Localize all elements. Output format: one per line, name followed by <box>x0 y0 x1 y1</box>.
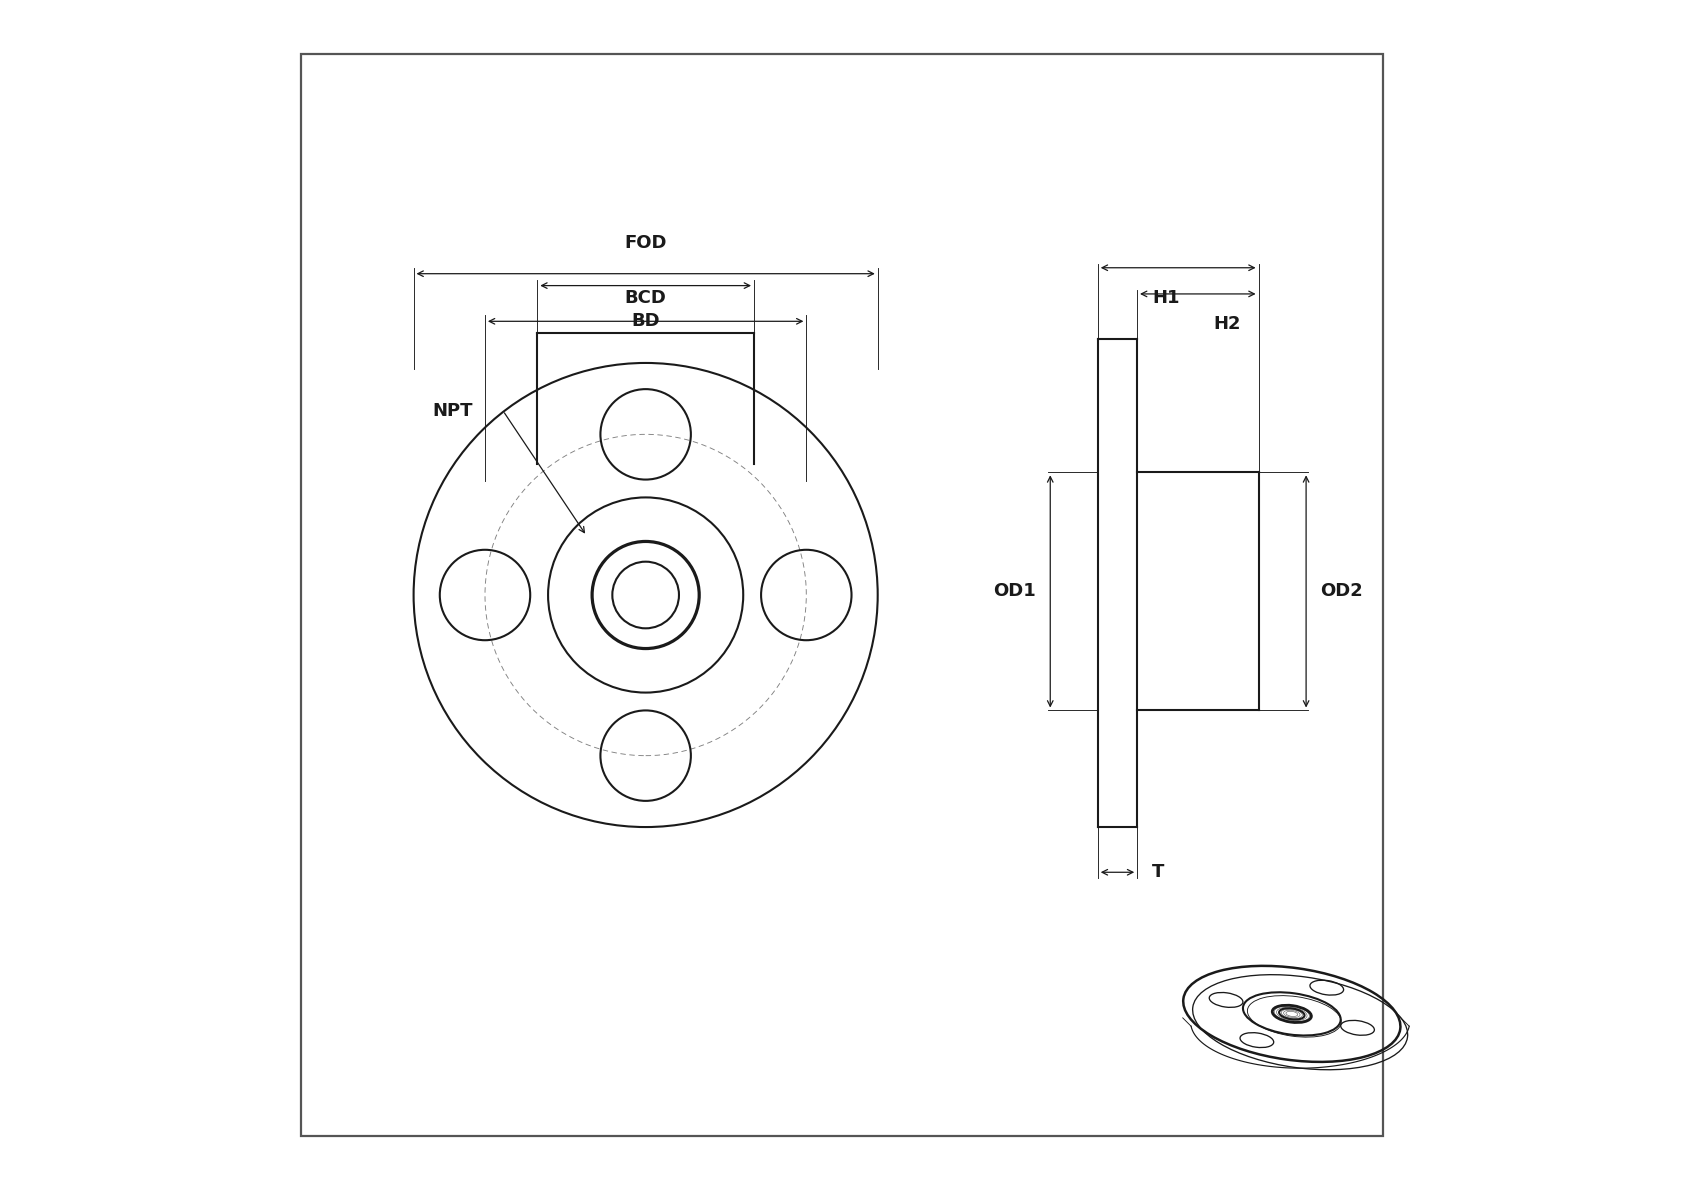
Text: FOD: FOD <box>625 234 667 252</box>
Text: OD1: OD1 <box>994 582 1036 601</box>
Text: BD: BD <box>632 312 660 330</box>
Text: T: T <box>1152 863 1164 882</box>
Text: H2: H2 <box>1214 315 1241 333</box>
Text: OD2: OD2 <box>1320 582 1362 601</box>
Text: H1: H1 <box>1152 289 1180 307</box>
Text: BCD: BCD <box>625 289 667 307</box>
Text: NPT: NPT <box>433 401 473 420</box>
